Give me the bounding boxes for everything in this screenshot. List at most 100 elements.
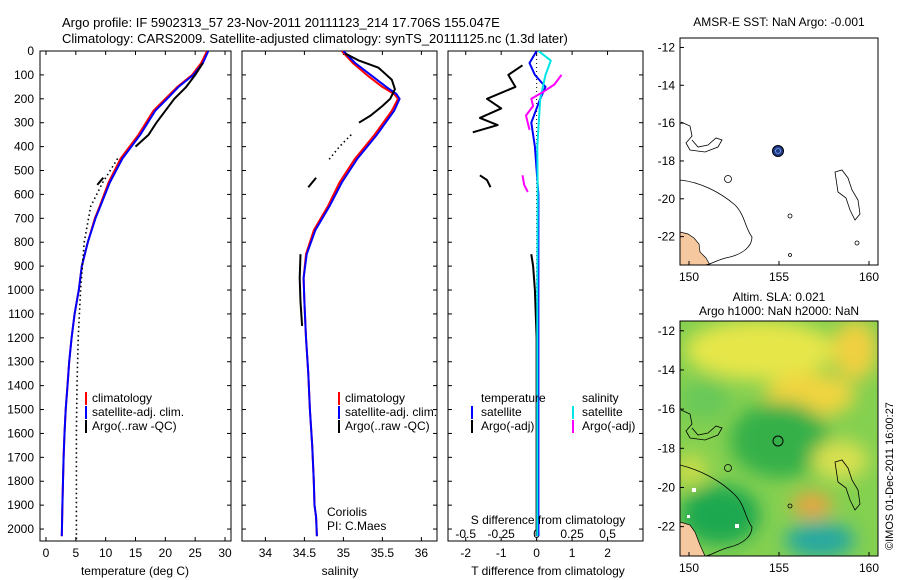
reef-marker <box>692 488 696 492</box>
map-y-tick-label: -20 <box>658 480 676 494</box>
y-tick-label: 1000 <box>7 283 34 297</box>
coastline-contour <box>680 179 753 265</box>
difference-axes-frame <box>447 50 644 542</box>
difference-legend: temperature satellite Argo(-adj) salinit… <box>471 391 635 433</box>
y-tick-label: 1300 <box>7 355 34 369</box>
map-y-tick-label: -16 <box>658 116 676 130</box>
y-tick-label: 1100 <box>8 307 34 321</box>
x-tick-label: 34 <box>259 546 273 560</box>
sla-map-panel: Altim. SLA: 0.021 Argo h1000: NaN h2000:… <box>658 290 880 575</box>
salinity-legend: climatology satellite-adj. clim. Argo(..… <box>338 391 437 433</box>
land-coast <box>680 231 711 265</box>
map-x-tick-label: 160 <box>859 270 879 284</box>
x-tick-label: 20 <box>159 546 173 560</box>
figure-title-line1: Argo profile: IF 5902313_57 23-Nov-2011 … <box>62 15 500 30</box>
legend-satellite-label: satellite-adj. clim. <box>92 405 184 419</box>
x-tick-label: 0 <box>533 546 540 560</box>
sla-map-title-line1: Altim. SLA: 0.021 <box>733 290 826 304</box>
x-tick-label: 34.5 <box>293 546 317 560</box>
sla-high <box>685 321 835 380</box>
island-contour <box>788 253 792 257</box>
series-line-satellite-adj-clim- <box>302 51 401 537</box>
legend-t-satellite-label: satellite <box>481 405 522 419</box>
y-tick-label: 400 <box>14 140 34 154</box>
sst-map-title: AMSR-E SST: NaN Argo: -0.001 <box>693 15 865 29</box>
x-tick-label: 25 <box>189 546 203 560</box>
y-tick-label: 1400 <box>7 379 34 393</box>
y-tick-label: 300 <box>14 116 34 130</box>
series-line-s-satellite <box>536 51 552 537</box>
sla-map-field <box>680 321 878 556</box>
map-y-tick-label: -12 <box>658 40 676 54</box>
pi-label: PI: C.Maes <box>327 519 386 533</box>
y-tick-label: 500 <box>14 164 34 178</box>
y-tick-label: 900 <box>14 259 34 273</box>
salinity-axes-frame <box>241 50 438 542</box>
series-line-argo-segment <box>307 177 317 188</box>
y-tick-label: 800 <box>14 235 34 249</box>
sla-high <box>680 454 708 486</box>
reef-contour <box>834 459 861 511</box>
series-line-climatology <box>60 51 208 537</box>
temperature-xlabel: temperature (deg C) <box>81 564 189 578</box>
map-x-tick-label: 160 <box>859 561 879 575</box>
map-x-tick-label: 155 <box>769 561 789 575</box>
series-line-t-satellite <box>528 51 547 537</box>
legend-s-satellite-label: satellite <box>582 405 623 419</box>
argo-float-marker-ring <box>775 148 781 154</box>
map-y-tick-label: -14 <box>658 78 676 92</box>
y-tick-label: 1500 <box>7 403 34 417</box>
x-tick-label: 1 <box>569 546 576 560</box>
series-line-s-argo-adj- <box>525 74 563 131</box>
map-y-tick-label: -22 <box>658 230 676 244</box>
argo-float-marker <box>772 145 784 157</box>
map-y-tick-label: -20 <box>658 192 676 206</box>
x-tick-label: -2 <box>460 546 471 560</box>
legend-argo-label: Argo(..raw -QC) <box>345 419 430 433</box>
island-contour <box>787 213 793 219</box>
figure-title-line2: Climatology: CARS2009. Satellite-adjuste… <box>62 31 568 46</box>
y-tick-label: 600 <box>14 187 34 201</box>
sla-low <box>730 402 830 478</box>
s-difference-label: S difference from climatology <box>471 513 626 527</box>
y-tick-label: 2000 <box>7 522 34 536</box>
y-tick-label: 0 <box>27 44 34 58</box>
map-y-tick-label: -16 <box>658 402 676 416</box>
series-line-argo-raw-qc-low-res <box>75 158 119 541</box>
island-contour <box>787 503 793 509</box>
salinity-panel: 34 34.5 35 35.5 36 salinity climatology sate… <box>241 50 438 578</box>
y-tick-label: 1200 <box>7 331 34 345</box>
x-tick-label: 2 <box>604 546 611 560</box>
y-tick-label: 1900 <box>7 498 34 512</box>
legend-climatology-label: climatology <box>92 391 152 405</box>
temperature-axes-frame <box>39 50 232 542</box>
x-tick-label: 35.5 <box>371 546 395 560</box>
sst-map-features <box>680 121 861 265</box>
map-y-tick-label: -18 <box>658 154 676 168</box>
reef-contour <box>680 409 723 441</box>
legend-t-argo-label: Argo(-adj) <box>481 419 534 433</box>
island-contour <box>854 240 860 246</box>
temperature-legend: climatology satellite-adj. clim. Argo(..… <box>85 391 184 433</box>
map-y-tick-label: -18 <box>658 441 676 455</box>
salinity-xlabel: salinity <box>322 564 359 578</box>
reef-contour <box>680 121 723 153</box>
reef-contour <box>834 169 861 221</box>
legend-salinity-title: salinity <box>582 391 619 405</box>
sla-map-title-line2: Argo h1000: NaN h2000: NaN <box>699 304 859 318</box>
x-tick-label: 36 <box>415 546 429 560</box>
sla-low <box>785 522 855 556</box>
y-tick-label: 1600 <box>7 426 34 440</box>
series-line-argo-raw-qc-low-res <box>327 134 352 162</box>
series-line-argo-raw-qc- <box>134 62 204 148</box>
legend-argo-label: Argo(..raw -QC) <box>92 419 177 433</box>
x-tick-label: -1 <box>496 546 507 560</box>
series-line-argo-deep <box>298 254 304 326</box>
map-x-tick-label: 150 <box>679 561 699 575</box>
island-contour <box>724 175 732 183</box>
y-tick-label: 1800 <box>7 474 34 488</box>
difference-panel: -2 -1 0 1 2-0.5 -0.25 0 0.25 0.5 S difference fr… <box>447 50 644 578</box>
x-tick-label: 10 <box>99 546 113 560</box>
s-tick-label: 0.25 <box>560 527 584 541</box>
